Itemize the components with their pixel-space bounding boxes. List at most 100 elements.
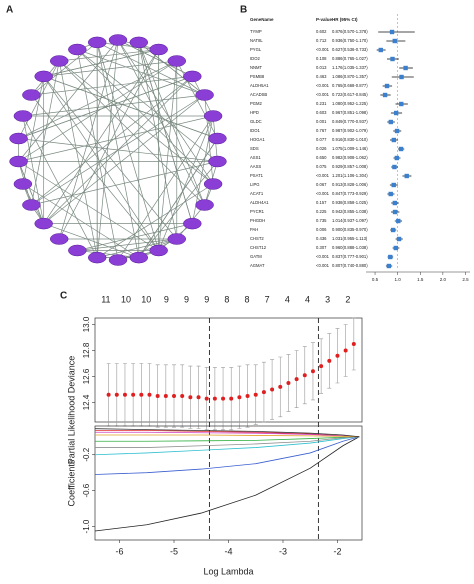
p-value: 0.463: [316, 74, 327, 79]
gene-name: ACAT1: [250, 191, 264, 196]
top-tick-label: 2: [345, 294, 350, 304]
hr-label: 0.929(0.857-1.008): [332, 164, 368, 169]
node: [68, 244, 87, 257]
gene-name: HPD: [250, 110, 259, 115]
gene-name: PSAT1: [250, 173, 264, 178]
point: [204, 396, 209, 401]
node: [203, 178, 223, 190]
point: [286, 381, 291, 385]
hr-label: 0.807(0.740-0.880): [332, 263, 368, 268]
hr-label: 1.176(1.035-1.337): [332, 65, 368, 70]
hr-label: 0.900(0.835-0.970): [332, 227, 368, 232]
y-tick-label: -0.2: [82, 447, 91, 461]
p-value: 0.231: [316, 101, 327, 106]
node: [208, 155, 227, 168]
point: [221, 396, 226, 401]
hr-label: 0.967(0.851-1.098): [332, 110, 368, 115]
hr-label: 0.938(0.858-1.025): [332, 200, 368, 205]
point: [302, 373, 307, 378]
p-value: 0.436: [316, 236, 327, 241]
hr-point: [388, 191, 393, 197]
edge: [117, 238, 177, 261]
point: [188, 395, 193, 400]
plot-frame: [94, 425, 363, 541]
edge: [18, 60, 177, 139]
edge: [138, 161, 218, 258]
gene-name: GATM: [250, 254, 262, 259]
point: [172, 394, 177, 398]
node: [167, 55, 187, 67]
edge: [77, 223, 193, 251]
point: [310, 369, 315, 374]
gene-name: ASS1: [250, 155, 261, 160]
gene-name: ALDH4A1: [250, 200, 269, 205]
hr-point: [392, 200, 398, 206]
p-value: <0.001: [316, 47, 330, 52]
hr-point: [382, 92, 388, 98]
hr-label: 0.982(0.908-1.062): [332, 155, 368, 160]
node: [9, 155, 28, 168]
gene-name: PSMB8: [250, 74, 265, 79]
top-tick-label: 4: [305, 294, 310, 304]
x-tick-label: 1.0: [395, 277, 402, 282]
top-tick-label: 11: [101, 294, 110, 304]
edge: [58, 60, 98, 258]
edge: [22, 94, 205, 117]
node: [49, 233, 69, 245]
point: [196, 395, 201, 400]
gene-name: LIPG: [250, 182, 260, 187]
edge: [77, 49, 205, 96]
edge: [18, 161, 159, 251]
node: [149, 244, 168, 257]
top-tick-label: 8: [224, 294, 229, 304]
hr-point: [403, 65, 408, 71]
x-tick-label: 1.5: [417, 277, 424, 282]
hr-label: 1.201(1.106-1.304): [332, 173, 368, 178]
hr-point: [391, 137, 397, 143]
top-tick-label: 9: [164, 294, 169, 304]
p-value: 0.157: [316, 200, 327, 205]
edge: [96, 42, 160, 251]
y-tick-label: 13.0: [82, 316, 91, 332]
edge: [43, 76, 159, 251]
top-tick-label: 10: [141, 294, 151, 304]
hr-label: 0.627(0.536-0.733): [332, 47, 368, 52]
hr-label: 0.847(0.773-0.929): [332, 191, 368, 196]
gene-name: SDS: [250, 146, 259, 151]
p-value: 0.735: [316, 218, 327, 223]
gene-name: AASS: [250, 164, 261, 169]
gene-name: CHST12: [250, 245, 267, 250]
p-value: <0.001: [316, 254, 330, 259]
gene-name: IDO1: [250, 128, 260, 133]
coefficient-path: [95, 436, 360, 448]
point: [147, 392, 152, 397]
point: [270, 387, 275, 392]
y-axis-label: Partial Likelihood Deviance: [66, 356, 76, 465]
hr-point: [388, 254, 393, 260]
edge: [58, 39, 119, 240]
coefficient-path: [94, 436, 360, 456]
hr-point: [393, 110, 399, 116]
hr-point: [390, 56, 395, 62]
hr-label: 0.913(0.828-1.006): [332, 182, 368, 187]
hr-label: 0.849(0.770-0.937): [332, 119, 368, 124]
edge: [138, 42, 205, 96]
gene-name: GLDC: [250, 119, 262, 124]
node: [203, 110, 223, 122]
hr-label: 0.987(0.902-1.079): [332, 128, 368, 133]
hr-point: [404, 173, 409, 179]
point: [229, 396, 234, 401]
node: [108, 254, 128, 266]
top-tick-label: 7: [265, 294, 270, 304]
edge: [138, 138, 218, 258]
node: [183, 70, 202, 83]
hr-point: [391, 182, 396, 188]
node: [129, 36, 149, 49]
x-tick-label: -4: [224, 546, 232, 556]
x-tick-label: 2.5: [462, 277, 469, 282]
edge: [58, 49, 159, 240]
point: [122, 392, 127, 397]
coefficient-path: [95, 431, 360, 438]
hr-point: [386, 263, 392, 269]
hr-point: [394, 128, 400, 134]
